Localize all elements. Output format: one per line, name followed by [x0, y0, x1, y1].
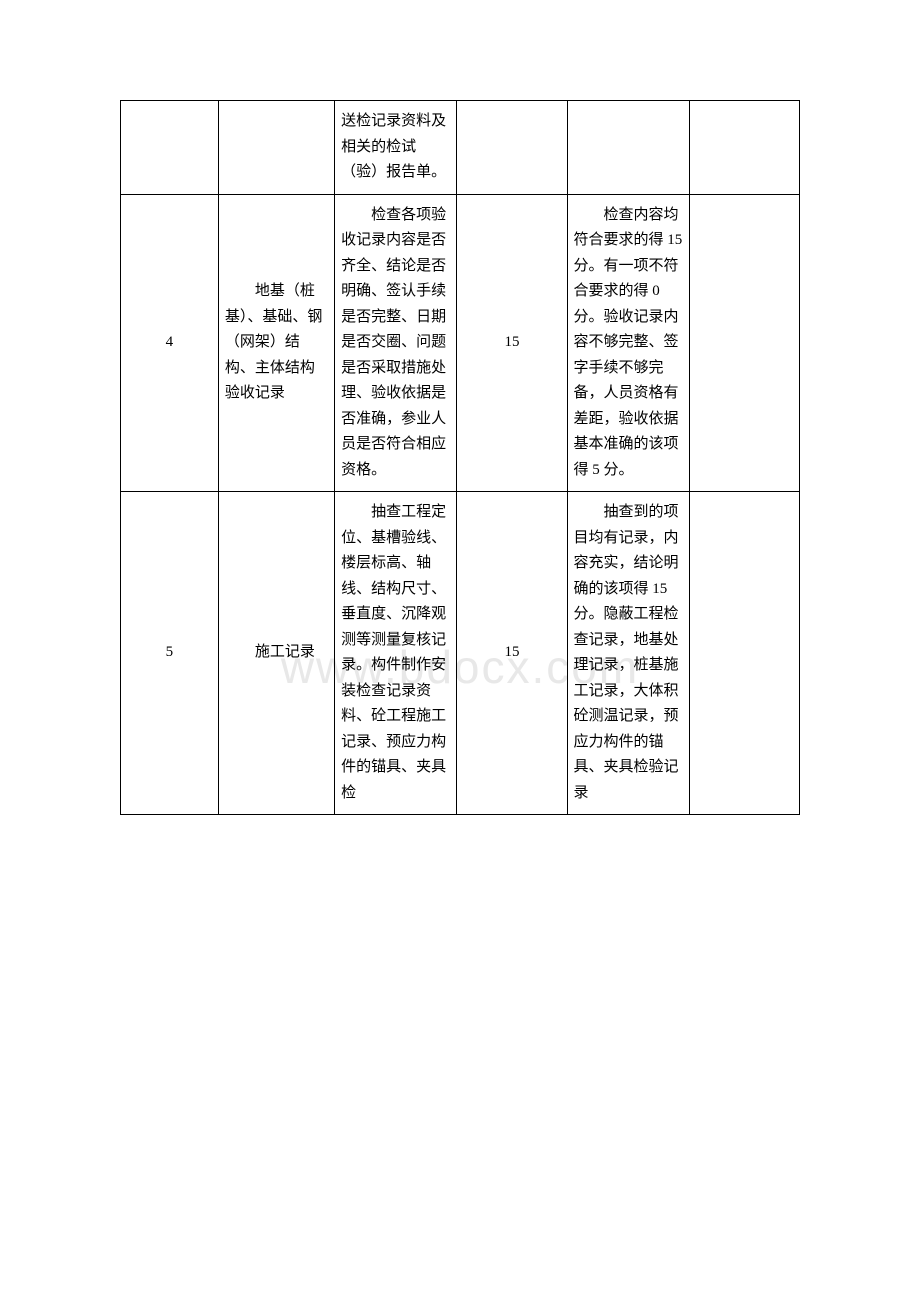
table-row: 4 地基（桩基）、基础、钢（网架）结构、主体结构验收记录 检查各项验收记录内容是… — [121, 194, 800, 492]
cell-text: 抽查工程定位、基槽验线、楼层标高、轴线、结构尺寸、垂直度、沉降观测等测量复核记录… — [341, 504, 446, 801]
cell-item-name — [218, 101, 334, 195]
cell-item-name: 地基（桩基）、基础、钢（网架）结构、主体结构验收记录 — [218, 194, 334, 492]
document-table: 送检记录资料及相关的检试（验）报告单。 4 地基（桩基）、基础、钢（网架）结构、… — [120, 100, 800, 815]
cell-score: 15 — [457, 492, 567, 815]
table-row: 5 施工记录 抽查工程定位、基槽验线、楼层标高、轴线、结构尺寸、垂直度、沉降观测… — [121, 492, 800, 815]
table-row: 送检记录资料及相关的检试（验）报告单。 — [121, 101, 800, 195]
cell-blank — [689, 492, 799, 815]
cell-text: 检查内容均符合要求的得 15 分。有一项不符合要求的得 0 分。验收记录内容不够… — [574, 207, 683, 478]
cell-criteria — [567, 101, 689, 195]
cell-score: 15 — [457, 194, 567, 492]
cell-number — [121, 101, 219, 195]
cell-text: 送检记录资料及相关的检试（验）报告单。 — [341, 113, 446, 180]
cell-criteria: 检查内容均符合要求的得 15 分。有一项不符合要求的得 0 分。验收记录内容不够… — [567, 194, 689, 492]
cell-blank — [689, 194, 799, 492]
cell-number: 5 — [121, 492, 219, 815]
table-body: 送检记录资料及相关的检试（验）报告单。 4 地基（桩基）、基础、钢（网架）结构、… — [121, 101, 800, 815]
cell-item-name: 施工记录 — [218, 492, 334, 815]
cell-description: 检查各项验收记录内容是否齐全、结论是否明确、签认手续是否完整、日期是否交圈、问题… — [335, 194, 457, 492]
cell-text: 地基（桩基）、基础、钢（网架）结构、主体结构验收记录 — [225, 283, 323, 401]
cell-text: 抽查到的项目均有记录，内容充实，结论明确的该项得 15 分。隐蔽工程检查记录，地… — [574, 504, 679, 801]
cell-text: 施工记录 — [225, 644, 315, 660]
cell-description: 抽查工程定位、基槽验线、楼层标高、轴线、结构尺寸、垂直度、沉降观测等测量复核记录… — [335, 492, 457, 815]
cell-text: 检查各项验收记录内容是否齐全、结论是否明确、签认手续是否完整、日期是否交圈、问题… — [341, 207, 446, 478]
cell-blank — [689, 101, 799, 195]
cell-criteria: 抽查到的项目均有记录，内容充实，结论明确的该项得 15 分。隐蔽工程检查记录，地… — [567, 492, 689, 815]
cell-number: 4 — [121, 194, 219, 492]
cell-description: 送检记录资料及相关的检试（验）报告单。 — [335, 101, 457, 195]
cell-score — [457, 101, 567, 195]
